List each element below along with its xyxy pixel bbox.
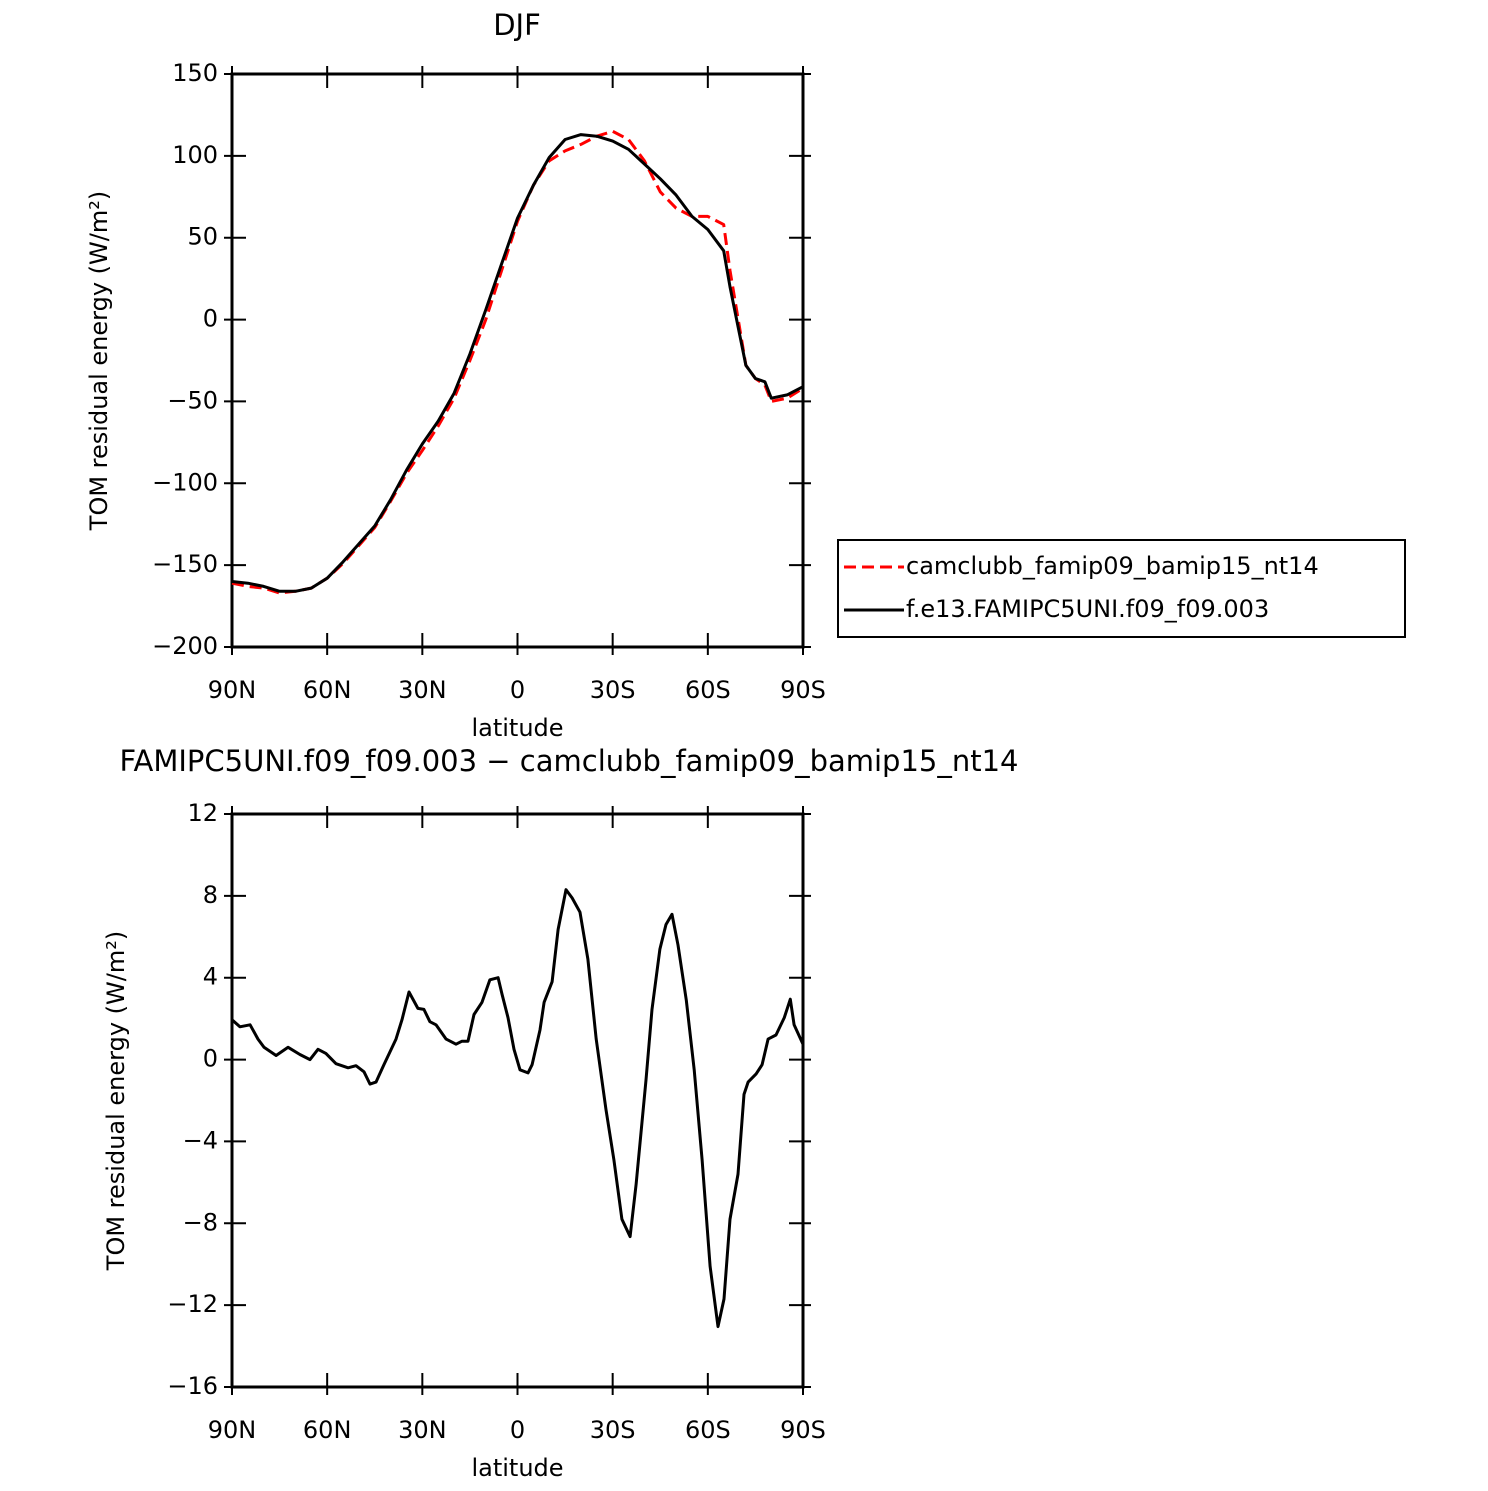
x-tick-label: 90S [780, 676, 826, 704]
y-tick-label: −150 [152, 550, 218, 578]
legend-label: camclubb_famip09_bamip15_nt14 [906, 552, 1319, 580]
y-tick-label: 0 [203, 305, 218, 333]
x-tick-label: 0 [510, 1416, 525, 1444]
x-tick-label: 0 [510, 676, 525, 704]
y-tick-label: −16 [167, 1372, 218, 1400]
x-tick-label: 60S [685, 676, 731, 704]
y-tick-label: −8 [183, 1208, 218, 1236]
x-axis-label: latitude [471, 714, 563, 742]
plot-frame [230, 812, 805, 1389]
y-tick-label: −12 [167, 1290, 218, 1318]
y-tick-label: 4 [203, 963, 218, 991]
x-tick-label: 30N [398, 1416, 447, 1444]
x-tick-label: 90S [780, 1416, 826, 1444]
x-tick-label: 30S [590, 1416, 636, 1444]
y-tick-label: 12 [187, 799, 218, 827]
plot-frame [230, 72, 805, 649]
x-axis-label: latitude [471, 1454, 563, 1482]
y-tick-label: −100 [152, 468, 218, 496]
y-tick-label: −200 [152, 632, 218, 660]
legend-label: f.e13.FAMIPC5UNI.f09_f09.003 [906, 595, 1269, 623]
y-tick-label: 50 [187, 223, 218, 251]
legend-box [837, 539, 1406, 638]
y-axis-label: TOM residual energy (W/m²) [102, 931, 130, 1271]
y-tick-label: −50 [167, 386, 218, 414]
x-tick-label: 60S [685, 1416, 731, 1444]
x-tick-label: 90N [208, 676, 257, 704]
x-tick-label: 60N [303, 1416, 352, 1444]
x-tick-label: 90N [208, 1416, 257, 1444]
y-tick-label: 100 [172, 141, 218, 169]
y-tick-label: 150 [172, 59, 218, 87]
x-tick-label: 30N [398, 676, 447, 704]
x-tick-label: 60N [303, 676, 352, 704]
chart-title: DJF [493, 8, 541, 42]
y-axis-label: TOM residual energy (W/m²) [85, 191, 113, 531]
y-tick-label: −4 [183, 1126, 218, 1154]
x-tick-label: 30S [590, 676, 636, 704]
data-line [230, 888, 805, 1329]
data-line [231, 129, 804, 595]
y-tick-label: 8 [203, 881, 218, 909]
data-line [231, 133, 804, 593]
chart-title: FAMIPC5UNI.f09_f09.003 − camclubb_famip0… [119, 744, 1018, 778]
y-tick-label: 0 [203, 1045, 218, 1073]
